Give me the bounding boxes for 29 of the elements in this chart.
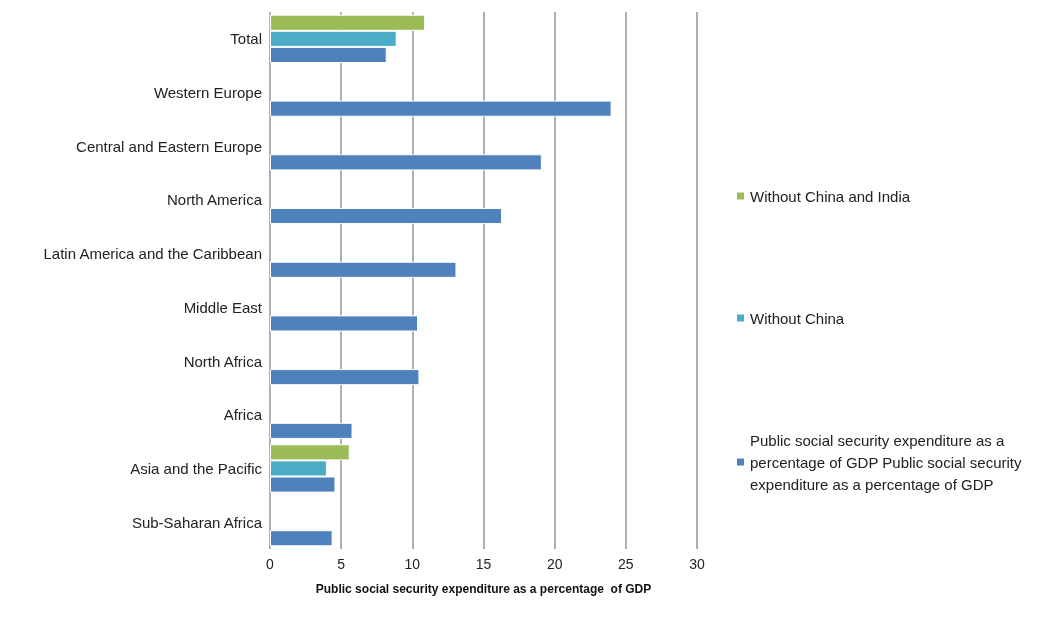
bar: [270, 369, 420, 386]
bar: [270, 208, 502, 225]
y-tick-label: Middle East: [183, 298, 263, 316]
y-tick-label: Sub-Saharan Africa: [131, 513, 263, 531]
y-tick-label: Latin America and the Caribbean: [43, 245, 262, 263]
bar: [270, 261, 457, 278]
x-tick-label: 0: [266, 556, 275, 572]
x-tick-label: 15: [475, 556, 492, 572]
y-tick-label: Central and Eastern Europe: [76, 137, 262, 155]
bar: [270, 154, 542, 171]
y-tick-label: Total: [230, 30, 262, 48]
legend-label: Without China: [750, 309, 845, 327]
x-tick-label: 25: [618, 556, 634, 572]
legend-label: Without China and India: [750, 187, 911, 205]
x-tick-label: 20: [546, 556, 563, 572]
x-tick-label: 30: [689, 556, 705, 572]
x-tick-label: 10: [404, 556, 421, 572]
bar: [270, 530, 333, 547]
legend-label: Public social security expenditure as a percentage of GDP Public social security expenditure as a percentage of GDP: [750, 431, 1026, 493]
y-tick-label: North Africa: [183, 352, 263, 370]
bar: [270, 422, 353, 439]
y-tick-label: Africa: [223, 406, 263, 424]
x-tick-label: 5: [337, 556, 346, 572]
y-tick-label: North America: [166, 191, 263, 209]
bar: [270, 100, 612, 117]
y-tick-label: Asia and the Pacific: [130, 459, 263, 477]
y-tick-label: Western Europe: [153, 84, 262, 102]
x-axis-title: Public social security expenditure as a percentage of GDP: [315, 582, 652, 596]
bar: [270, 315, 419, 332]
